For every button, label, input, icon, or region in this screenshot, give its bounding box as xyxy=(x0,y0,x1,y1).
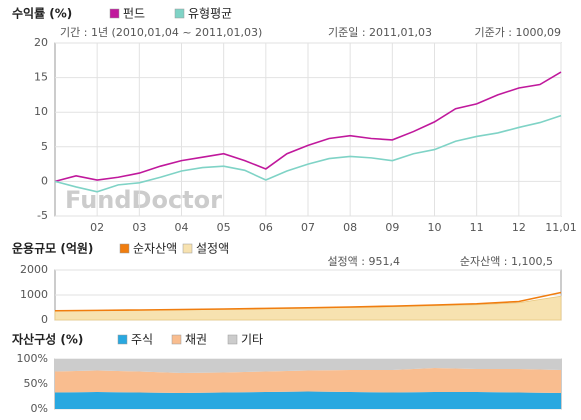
area-segment xyxy=(55,359,561,373)
x-tick-label: 11 xyxy=(470,221,484,234)
y-tick-label: 5 xyxy=(41,140,48,153)
line xyxy=(54,71,562,183)
legend-label: 설정액 xyxy=(196,242,229,256)
annotation: 기준일 : 2011,01,03 xyxy=(328,25,432,39)
x-tick-label: 12 xyxy=(512,221,526,234)
legend-swatch xyxy=(182,243,193,254)
legend-label: 주식 xyxy=(131,333,153,347)
y-tick-label: 0 xyxy=(41,313,48,326)
x-tick-label: 09 xyxy=(385,221,399,234)
legend-label: 기타 xyxy=(241,333,263,347)
legend-label: 펀드 xyxy=(123,7,145,21)
legend-swatch xyxy=(109,8,120,19)
annotation: 기간 : 1년 (2010,01,04 ~ 2011,01,03) xyxy=(60,26,262,39)
legend-label: 순자산액 xyxy=(133,242,177,256)
legend-label: 채권 xyxy=(185,333,207,347)
area-segment xyxy=(55,391,561,409)
legend-label: 유형평균 xyxy=(188,7,232,21)
y-tick-label: 20 xyxy=(34,36,48,49)
line xyxy=(54,291,562,312)
section-title: 자산구성 (%) xyxy=(12,332,83,347)
annotation: 설정액 : 951,4 xyxy=(327,255,400,268)
section-title: 운용규모 (억원) xyxy=(12,241,93,256)
legend-swatch xyxy=(174,8,185,19)
x-tick-label: 03 xyxy=(132,221,146,234)
legend-swatch xyxy=(171,334,182,345)
annotation: 순자산액 : 1,100,5 xyxy=(460,255,553,268)
y-tick-label: 0 xyxy=(41,174,48,187)
section-title: 수익률 (%) xyxy=(12,7,72,21)
y-tick-label: 15 xyxy=(34,71,48,84)
y-tick-label: 1000 xyxy=(20,288,48,301)
legend-swatch xyxy=(119,243,130,254)
x-tick-label: 07 xyxy=(301,221,315,234)
x-tick-label: 04 xyxy=(175,221,189,234)
x-tick-label: 05 xyxy=(217,221,231,234)
annotation: 기준가 : 1000,09 xyxy=(474,26,561,39)
y-tick-label: 100% xyxy=(17,352,48,365)
area-segment xyxy=(55,368,561,393)
x-tick-label: 08 xyxy=(343,221,357,234)
y-tick-label: 0% xyxy=(31,402,48,415)
legend-swatch xyxy=(117,334,128,345)
x-tick-label: 11,01 xyxy=(545,221,577,234)
y-tick-label: 50% xyxy=(24,377,48,390)
line xyxy=(54,114,562,193)
legend-swatch xyxy=(227,334,238,345)
x-tick-label: 10 xyxy=(428,221,442,234)
x-tick-label: 06 xyxy=(259,221,273,234)
y-tick-label: 2000 xyxy=(20,263,48,276)
y-tick-label: 10 xyxy=(34,105,48,118)
x-tick-label: 02 xyxy=(90,221,104,234)
y-tick-label: -5 xyxy=(37,209,48,222)
